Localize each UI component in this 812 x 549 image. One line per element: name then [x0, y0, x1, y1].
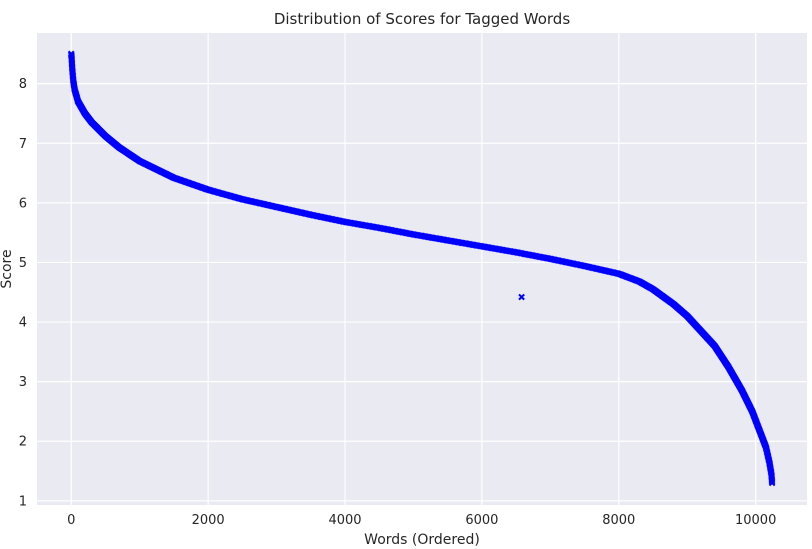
y-tick-label: 3	[19, 375, 27, 390]
plot-area	[37, 33, 807, 505]
y-tick-label: 2	[19, 435, 27, 450]
y-axis-label: Score	[0, 249, 15, 288]
y-tick-label: 4	[19, 316, 27, 331]
outlier-point	[518, 293, 525, 301]
grid-lines	[37, 33, 807, 505]
x-tick-labels: 0 2000 4000 6000 8000 10000	[67, 513, 776, 528]
y-tick-label: 1	[19, 494, 27, 509]
y-tick-label: 6	[19, 196, 27, 211]
x-tick-label: 0	[67, 513, 75, 528]
x-tick-label: 8000	[602, 513, 635, 528]
x-tick-label: 4000	[328, 513, 361, 528]
y-tick-labels: 1 2 3 4 5 6 7 8	[19, 77, 27, 509]
y-tick-label: 5	[19, 256, 27, 271]
data-points	[67, 50, 776, 487]
x-tick-label: 10000	[735, 513, 776, 528]
x-axis-label: Words (Ordered)	[364, 532, 480, 548]
y-tick-label: 8	[19, 77, 27, 92]
x-tick-label: 2000	[192, 513, 225, 528]
x-tick-label: 6000	[465, 513, 498, 528]
data-point	[768, 479, 776, 487]
y-tick-label: 7	[19, 137, 27, 152]
chart-title: Distribution of Scores for Tagged Words	[274, 10, 570, 28]
